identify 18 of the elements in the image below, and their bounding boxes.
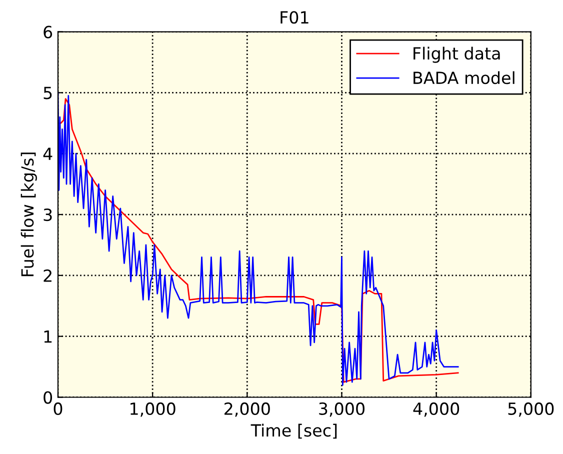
y-tick-label: 4: [43, 148, 52, 160]
y-tick-label: 0: [44, 391, 52, 404]
legend-label: Flight data: [414, 46, 500, 63]
y-tick-label: 6: [44, 26, 52, 38]
y-tick-label: 3: [44, 208, 52, 222]
legend-label: BADA model: [414, 71, 514, 84]
x-tick-label: 2,000: [224, 402, 270, 417]
x-axis-title: Time [sec]: [250, 424, 337, 439]
y-tick-label: 5: [44, 86, 52, 100]
y-tick-label: 2: [44, 269, 52, 282]
x-tick-label: 5,000: [508, 402, 554, 417]
x-tick-label: 4,000: [413, 402, 460, 417]
x-tick-label: 1,000: [130, 402, 176, 417]
x-tick-label: 0: [54, 402, 62, 416]
chart-title: F01: [280, 11, 308, 24]
y-tick-label: 1: [44, 330, 52, 343]
x-tick-label: 3,000: [319, 402, 364, 417]
y-axis-title: Fuel flow [kg/s]: [20, 152, 37, 276]
